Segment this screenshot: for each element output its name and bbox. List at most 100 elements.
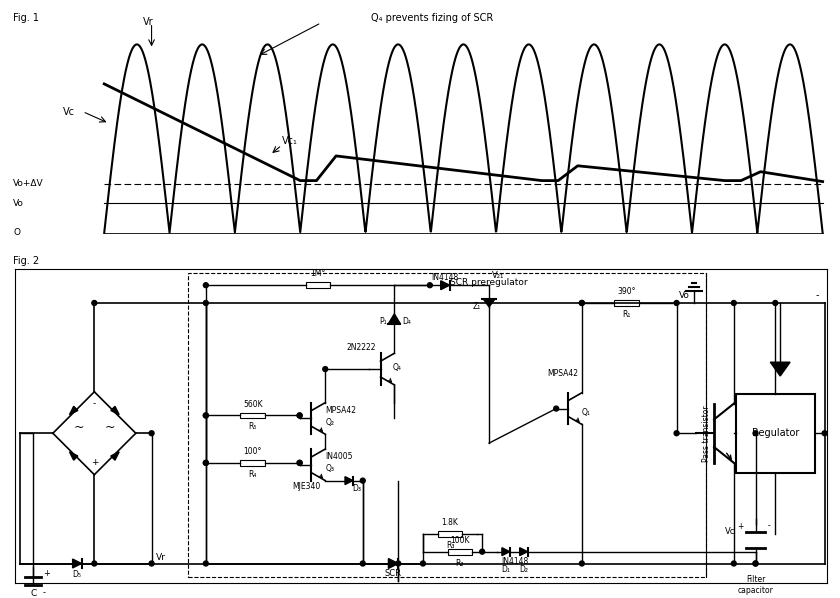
Circle shape <box>203 301 208 306</box>
Circle shape <box>753 561 758 566</box>
Circle shape <box>297 413 302 418</box>
Text: Pass transistor: Pass transistor <box>701 405 711 462</box>
Circle shape <box>297 460 302 465</box>
Text: Fig. 2: Fig. 2 <box>13 255 39 266</box>
Text: 560K: 560K <box>243 399 263 408</box>
Circle shape <box>753 431 758 436</box>
Circle shape <box>580 561 585 566</box>
Polygon shape <box>520 548 528 556</box>
Bar <box>438 531 463 537</box>
Polygon shape <box>70 452 78 460</box>
Text: V₂₁: V₂₁ <box>492 271 504 280</box>
Polygon shape <box>388 314 401 324</box>
Bar <box>306 282 330 288</box>
Text: P₁: P₁ <box>379 317 386 327</box>
Text: Vc: Vc <box>63 106 75 117</box>
Text: R₄: R₄ <box>249 470 257 479</box>
Text: -: - <box>92 399 96 408</box>
Text: +: + <box>43 569 50 578</box>
Circle shape <box>92 561 97 566</box>
Text: D₅: D₅ <box>72 570 81 579</box>
Bar <box>240 413 265 419</box>
Text: MPSA42: MPSA42 <box>548 368 579 377</box>
Text: R₂: R₂ <box>456 559 465 568</box>
Circle shape <box>421 561 425 566</box>
Text: C: C <box>30 588 36 597</box>
Circle shape <box>480 549 485 554</box>
Text: IN4148: IN4148 <box>431 273 459 282</box>
Circle shape <box>203 283 208 288</box>
Polygon shape <box>770 362 790 376</box>
Polygon shape <box>502 548 510 556</box>
Text: -: - <box>43 588 46 597</box>
Polygon shape <box>345 477 353 484</box>
Circle shape <box>297 460 302 465</box>
Text: 390°: 390° <box>617 287 636 296</box>
Text: Q₁: Q₁ <box>582 408 591 417</box>
Text: 100K: 100K <box>450 536 470 545</box>
Text: D₁: D₁ <box>501 565 510 574</box>
Bar <box>448 549 472 554</box>
Circle shape <box>323 367 328 371</box>
Circle shape <box>203 561 208 566</box>
Circle shape <box>732 561 737 566</box>
Text: D₄: D₄ <box>402 317 411 327</box>
Circle shape <box>428 283 433 288</box>
Polygon shape <box>70 406 78 414</box>
Text: MJE340: MJE340 <box>292 482 321 491</box>
Polygon shape <box>441 281 449 289</box>
Text: 1.8K: 1.8K <box>442 518 459 527</box>
Text: Q₄ prevents fizing of SCR: Q₄ prevents fizing of SCR <box>370 13 493 23</box>
Text: O: O <box>13 228 20 237</box>
Bar <box>614 300 639 306</box>
Circle shape <box>396 561 401 566</box>
Text: IN4005: IN4005 <box>325 453 353 462</box>
Text: D₃: D₃ <box>352 484 361 493</box>
Text: ~: ~ <box>105 421 115 434</box>
Circle shape <box>150 431 154 436</box>
Text: MPSA42: MPSA42 <box>325 406 356 415</box>
Circle shape <box>203 413 208 418</box>
Text: Vo: Vo <box>679 291 690 300</box>
Text: Fig. 1: Fig. 1 <box>13 13 39 23</box>
Circle shape <box>203 460 208 465</box>
Text: R₃: R₃ <box>446 541 454 550</box>
Circle shape <box>773 301 778 306</box>
Circle shape <box>150 561 154 566</box>
Text: Vo+ΔV: Vo+ΔV <box>13 179 44 188</box>
Circle shape <box>203 460 208 465</box>
Circle shape <box>753 561 758 566</box>
Text: IN4148: IN4148 <box>501 557 528 566</box>
Circle shape <box>92 301 97 306</box>
Text: Q₃: Q₃ <box>325 464 334 473</box>
Text: -: - <box>768 521 770 530</box>
Circle shape <box>675 301 679 306</box>
Text: Q₂: Q₂ <box>325 418 334 427</box>
Text: Vo: Vo <box>13 199 24 208</box>
Text: ~: ~ <box>73 421 84 434</box>
Circle shape <box>360 478 365 483</box>
Polygon shape <box>483 299 495 307</box>
Circle shape <box>822 431 827 436</box>
Polygon shape <box>388 559 398 569</box>
Text: Vc: Vc <box>726 527 736 536</box>
Circle shape <box>554 406 559 411</box>
Text: Filter
capacitor: Filter capacitor <box>738 575 774 595</box>
Text: +: + <box>738 521 743 530</box>
Text: Regulator: Regulator <box>752 428 799 438</box>
Text: 2N2222: 2N2222 <box>346 343 375 352</box>
Bar <box>188 273 706 577</box>
Text: +: + <box>91 458 98 468</box>
Polygon shape <box>111 452 119 460</box>
Text: Q₄: Q₄ <box>392 362 402 371</box>
Circle shape <box>203 413 208 418</box>
Circle shape <box>675 431 679 436</box>
Text: 100°: 100° <box>244 447 262 456</box>
Polygon shape <box>72 559 81 568</box>
Text: R₁: R₁ <box>622 310 631 319</box>
Text: -: - <box>815 290 819 300</box>
Circle shape <box>297 413 302 418</box>
Text: SCR preregulator: SCR preregulator <box>450 278 528 287</box>
Bar <box>736 393 815 472</box>
Text: 1M°: 1M° <box>310 269 325 278</box>
